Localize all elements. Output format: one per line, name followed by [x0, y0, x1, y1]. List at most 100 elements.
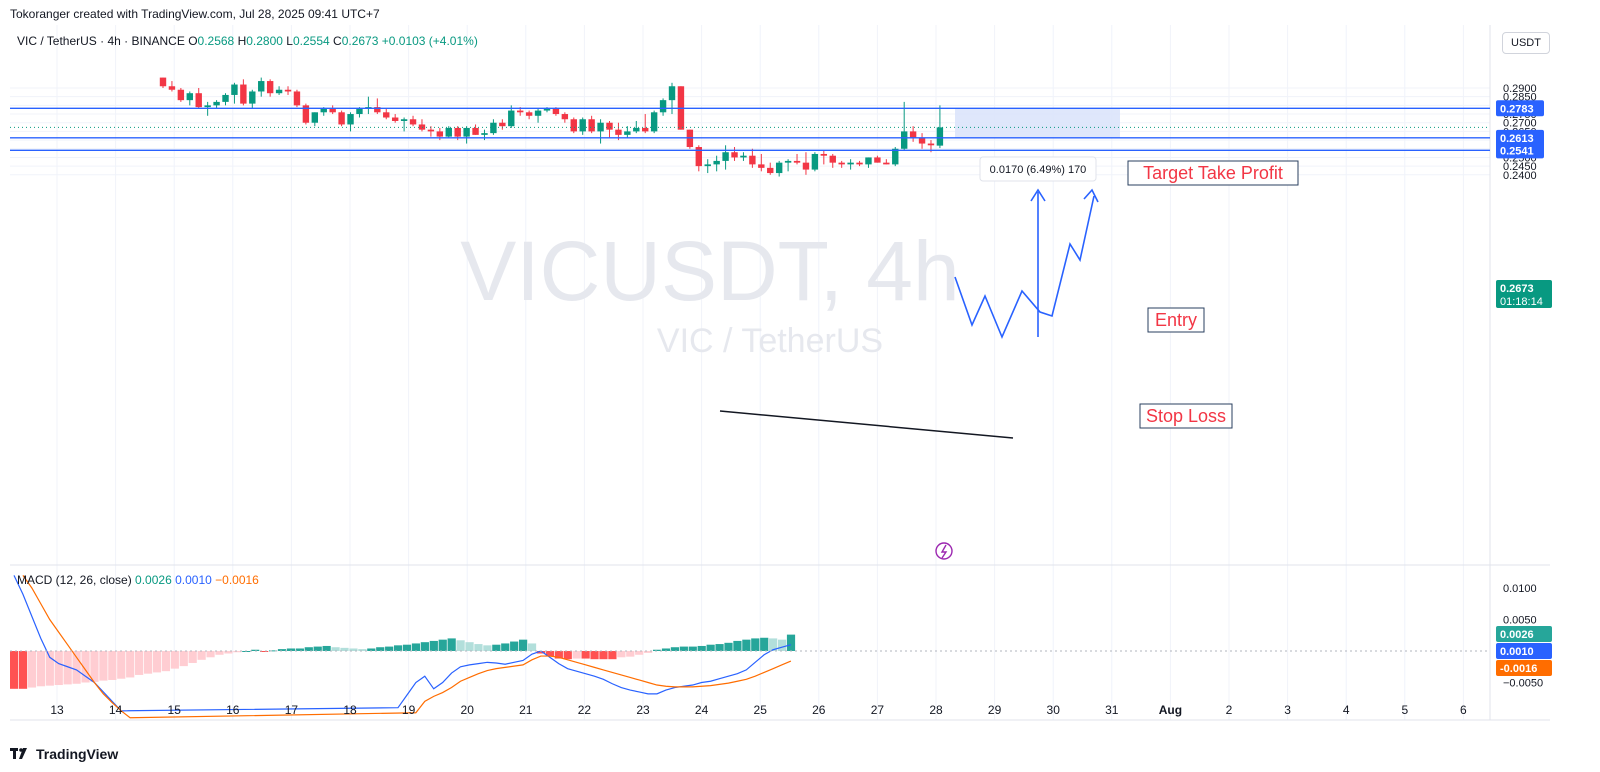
- macd-hist-bar: [251, 649, 260, 651]
- macd-hist-bar: [215, 651, 224, 655]
- candle-body: [275, 89, 283, 94]
- time-tick-label: 13: [50, 703, 64, 717]
- candle-body: [606, 122, 613, 130]
- candle-body: [802, 162, 810, 170]
- candle-body: [900, 131, 908, 149]
- macd-hist-bar: [590, 651, 599, 660]
- candle-body: [391, 117, 399, 121]
- price-tick-label: 0.2450: [1503, 161, 1537, 173]
- candle-body: [847, 162, 854, 165]
- macd-pane: [10, 575, 1490, 719]
- tradingview-wordmark: TradingView: [36, 746, 119, 762]
- macd-label: MACD (12, 26, close): [17, 573, 132, 587]
- macd-hist-bar: [644, 651, 653, 653]
- macd-hist-bar: [760, 637, 769, 651]
- macd-hist-bar: [54, 651, 63, 686]
- macd-hist-bar: [572, 651, 581, 659]
- candle-body: [436, 131, 444, 137]
- macd-hist-bar: [501, 643, 510, 651]
- badge-macd-signal: -0.0016: [1496, 660, 1552, 676]
- macd-hist-bar: [358, 649, 367, 651]
- measure-label-box: [979, 156, 1097, 182]
- candle-body: [668, 86, 676, 101]
- macd-hist-bar: [626, 651, 635, 657]
- signal-line: [22, 575, 792, 719]
- badge-current-price: 0.2673: [1500, 283, 1534, 295]
- macd-hist-bar: [652, 649, 662, 651]
- time-axis: 13 14 15 16 17 18 19 20 21 22 23 24 25 26 27 28 29 30 31 Au…: [50, 703, 1467, 717]
- macd-hist-bar: [554, 651, 563, 659]
- macd-hist-bar: [90, 651, 99, 682]
- time-tick-label: 29: [988, 703, 1002, 717]
- watermark: VICUSDT, 4h VIC / TetherUS: [460, 224, 960, 360]
- macd-hist-bar: [277, 649, 287, 651]
- macd-hist-bar: [465, 642, 474, 651]
- macd-hist-bar: [268, 650, 278, 652]
- time-tick-label: 17: [285, 703, 299, 717]
- candle-body: [463, 127, 470, 137]
- label-stop-box: [1139, 403, 1233, 429]
- macd-hist-bar: [36, 651, 45, 687]
- candle-body: [347, 114, 354, 125]
- time-tick-label: 16: [226, 703, 240, 717]
- macd-hist-bar: [126, 651, 135, 678]
- tradingview-logo[interactable]: TradingView: [10, 746, 118, 762]
- creator-line: Tokoranger created with TradingView.com,…: [10, 7, 380, 21]
- macd-hist-bar: [367, 648, 376, 651]
- macd-hist-bar: [751, 638, 760, 651]
- candle-body: [329, 108, 336, 113]
- badge-current-bg: [1496, 280, 1552, 308]
- time-tick-label: 18: [343, 703, 357, 717]
- badge-entry: 0.2613: [1496, 129, 1544, 146]
- badge-target: 0.2783: [1496, 100, 1544, 117]
- macd-hist-bar: [143, 651, 153, 674]
- macd-hist-bar: [393, 645, 403, 651]
- candle-body: [722, 152, 729, 161]
- macd-hist-bar: [108, 651, 117, 680]
- candle-body: [427, 129, 435, 132]
- time-tick-label: 14: [109, 703, 123, 717]
- time-tick-label: Aug: [1159, 703, 1182, 717]
- macd-hist-bar: [769, 638, 778, 651]
- macd-hist-bar: [438, 639, 447, 651]
- candle-body: [213, 101, 220, 106]
- badge-target-bg: [1496, 100, 1544, 117]
- high-value: 0.2800: [246, 34, 283, 48]
- macd-hist-bar: [483, 645, 492, 651]
- macd-hist-bar: [313, 646, 322, 651]
- candle-body: [892, 148, 899, 165]
- macd-hist-bar: [724, 642, 733, 651]
- low-label: L: [286, 34, 293, 48]
- grid: [10, 25, 1550, 721]
- candle-body: [338, 112, 345, 125]
- macd-hist-bar: [81, 651, 90, 683]
- macd-hist-value: 0.0026: [135, 573, 172, 587]
- macd-tick-label: 0.0050: [1503, 615, 1537, 627]
- macd-hist-bar: [10, 651, 19, 689]
- candle-body: [820, 153, 828, 156]
- badge-stop-text: 0.2541: [1500, 145, 1534, 157]
- annotation-labels: Target Take Profit Entry Stop Loss 0.0170 (…: [979, 156, 1299, 429]
- candle-body: [758, 164, 765, 168]
- candle-body: [177, 89, 185, 101]
- price-axis: 0.29000.28500.28000.27500.27000.26500.26…: [1496, 83, 1552, 690]
- change-value: +0.0103 (+4.01%): [381, 34, 478, 48]
- macd-hist-bar: [447, 638, 456, 651]
- candle-body: [838, 162, 845, 165]
- macd-hist-bar: [63, 651, 72, 685]
- close-value: 0.2673: [341, 34, 379, 48]
- label-entry: Entry: [1147, 307, 1205, 333]
- currency-button[interactable]: USDT: [1502, 32, 1550, 54]
- alert-lightning-icon: [935, 542, 953, 560]
- high-label: H: [237, 34, 247, 48]
- macd-hist-bar: [545, 651, 554, 657]
- macd-hist-bar: [715, 644, 724, 651]
- time-tick-label: 26: [812, 703, 826, 717]
- label-stop-text: Stop Loss: [1146, 406, 1226, 426]
- macd-hist-bar: [670, 647, 680, 651]
- macd-signal-value: −0.0016: [215, 573, 259, 587]
- close-label: C: [333, 34, 342, 48]
- candle-body: [713, 160, 720, 165]
- label-entry-box: [1147, 307, 1205, 333]
